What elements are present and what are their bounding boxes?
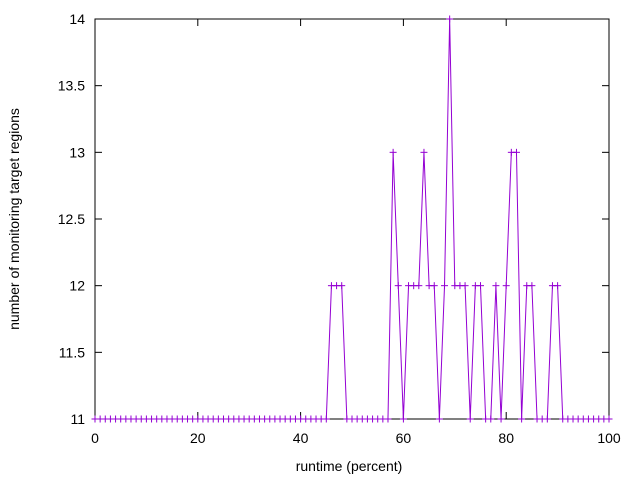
x-tick-label: 100 — [597, 430, 621, 446]
x-tick-label: 40 — [293, 430, 309, 446]
data-point — [528, 282, 536, 290]
data-point — [502, 282, 510, 290]
data-point — [322, 415, 330, 423]
data-point — [605, 415, 613, 423]
y-tick-label: 13.5 — [58, 78, 85, 94]
y-tick-label: 11 — [70, 411, 85, 427]
data-point — [512, 148, 520, 156]
data-point — [487, 415, 495, 423]
data-point — [420, 148, 428, 156]
data-point — [497, 415, 505, 423]
data-point — [338, 282, 346, 290]
data-point — [554, 282, 562, 290]
x-tick-label: 60 — [396, 430, 412, 446]
data-point — [492, 282, 500, 290]
y-tick-label: 12 — [69, 278, 85, 294]
data-point — [384, 415, 392, 423]
data-point — [430, 282, 438, 290]
y-tick-label: 12.5 — [58, 211, 85, 227]
series-line — [95, 18, 609, 420]
x-tick-label: 80 — [498, 430, 514, 446]
series-layer — [91, 15, 613, 423]
data-point — [441, 282, 449, 290]
data-point — [461, 282, 469, 290]
x-tick-label: 0 — [91, 430, 99, 446]
x-axis: 0 20 40 60 80 100 — [91, 19, 621, 446]
data-point — [394, 282, 402, 290]
data-point — [477, 282, 484, 290]
x-tick-label: 20 — [190, 430, 206, 446]
x-axis-title: runtime (percent) — [296, 458, 403, 474]
data-point — [543, 415, 551, 423]
data-point — [399, 415, 407, 423]
plot-frame — [94, 18, 610, 420]
data-point — [466, 415, 474, 423]
data-point — [518, 415, 526, 423]
y-axis: 11 11.5 12 12.5 13 13.5 14 — [58, 11, 609, 427]
data-point — [435, 415, 443, 423]
y-axis-title: number of monitoring target regions — [6, 108, 22, 330]
data-point — [446, 15, 454, 23]
y-tick-label: 14 — [69, 11, 85, 27]
data-point — [415, 282, 423, 290]
data-point — [389, 148, 397, 156]
y-tick-label: 11.5 — [59, 344, 85, 360]
y-tick-label: 13 — [69, 144, 85, 160]
